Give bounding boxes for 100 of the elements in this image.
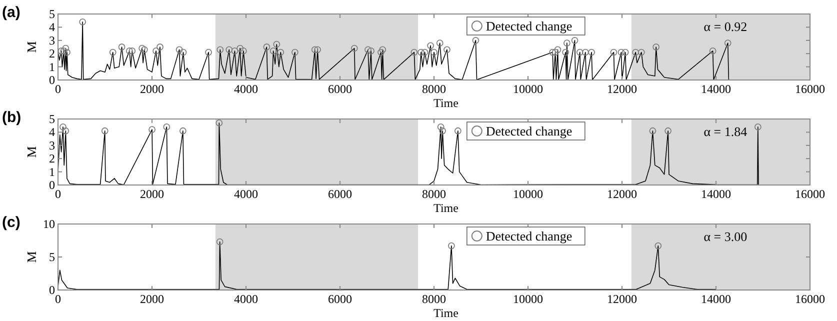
y-tick-label: 0 — [49, 73, 55, 87]
y-tick-label: 4 — [49, 20, 55, 34]
x-tick-label: 4000 — [234, 292, 258, 306]
point — [437, 123, 444, 130]
point — [60, 48, 68, 54]
point — [180, 48, 187, 56]
annotation: α = 0.92 — [704, 19, 748, 34]
x-tick-label: 16000 — [795, 292, 825, 306]
x-tick-label: 10000 — [513, 82, 543, 96]
point — [364, 46, 372, 54]
point — [709, 48, 716, 54]
point — [138, 44, 146, 52]
point — [62, 44, 70, 52]
point — [588, 48, 595, 56]
x-tick-label: 12000 — [607, 82, 637, 96]
legend-label: Detected change — [486, 228, 572, 244]
x-axis-title: Time — [434, 96, 458, 110]
point — [664, 127, 672, 134]
x-tick-label: 16000 — [795, 82, 825, 96]
point — [231, 48, 238, 54]
annotation: α = 3.00 — [704, 229, 748, 244]
point — [205, 48, 212, 56]
legend-label: Detected change — [486, 124, 572, 138]
y-tick-label: 3 — [49, 138, 55, 152]
legend-label: Detected change — [486, 18, 572, 34]
x-tick-label: 10000 — [513, 187, 543, 201]
y-tick-label: 0 — [49, 178, 55, 192]
point — [652, 44, 660, 50]
y-axis-title: M — [24, 250, 39, 263]
point — [101, 127, 108, 134]
chart-title: (b) — [2, 109, 22, 126]
point — [562, 48, 570, 56]
point — [156, 44, 164, 50]
point — [549, 48, 556, 56]
point — [128, 48, 136, 54]
x-tick-label: 2000 — [140, 82, 164, 96]
x-tick-label: 2000 — [140, 187, 164, 201]
point — [148, 126, 156, 134]
y-tick-label: 1 — [49, 164, 55, 179]
x-axis-title: Time — [434, 201, 458, 215]
point — [439, 127, 446, 134]
y-tick-label: 4 — [49, 125, 55, 140]
point — [379, 46, 386, 54]
point — [430, 48, 438, 56]
x-tick-label: 6000 — [328, 292, 352, 306]
point — [109, 48, 116, 56]
x-tick-label: 14000 — [701, 82, 731, 96]
x-tick-label: 4000 — [234, 187, 258, 201]
point — [410, 48, 418, 56]
point — [454, 127, 462, 134]
point — [436, 40, 444, 46]
point — [622, 48, 629, 56]
point — [576, 48, 584, 56]
point — [58, 48, 65, 54]
point — [311, 46, 318, 54]
point — [216, 46, 224, 54]
chart-title: (a) — [2, 4, 20, 21]
point — [610, 48, 618, 56]
x-tick-label: 8000 — [422, 292, 446, 306]
x-tick-label: 12000 — [607, 292, 637, 306]
point — [140, 46, 148, 54]
y-tick-label: 2 — [49, 152, 55, 166]
y-tick-label: 5 — [49, 250, 55, 264]
point — [291, 48, 298, 56]
y-tick-label: 3 — [49, 33, 55, 48]
point — [638, 48, 645, 56]
point — [563, 40, 570, 46]
point — [472, 36, 480, 44]
point — [163, 123, 170, 130]
point — [263, 44, 270, 50]
point — [226, 46, 233, 54]
y-tick-label: 2 — [49, 46, 55, 61]
point — [421, 48, 428, 56]
x-axis-title: Time — [434, 306, 458, 320]
point — [62, 127, 70, 134]
point — [552, 48, 559, 56]
point — [418, 48, 424, 56]
point — [240, 48, 247, 54]
point — [554, 46, 562, 54]
point — [79, 18, 86, 26]
point — [649, 127, 656, 134]
x-tick-label: 8000 — [422, 82, 446, 96]
y-axis-title: M — [24, 146, 39, 158]
y-tick-label: 5 — [49, 112, 55, 126]
point — [277, 48, 284, 56]
x-tick-label: 14000 — [701, 187, 731, 201]
x-tick-label: 8000 — [422, 187, 446, 201]
annotation: α = 1.84 — [704, 124, 748, 139]
x-tick-label: 16000 — [795, 187, 825, 201]
y-tick-label: 5 — [49, 7, 55, 21]
x-tick-label: 6000 — [328, 82, 352, 96]
point — [176, 46, 183, 54]
point — [724, 40, 732, 46]
point — [582, 48, 589, 56]
point — [126, 48, 133, 54]
point — [64, 48, 70, 56]
y-tick-label: 1 — [49, 60, 55, 74]
point — [618, 48, 625, 56]
point — [314, 46, 321, 54]
point — [118, 44, 126, 50]
